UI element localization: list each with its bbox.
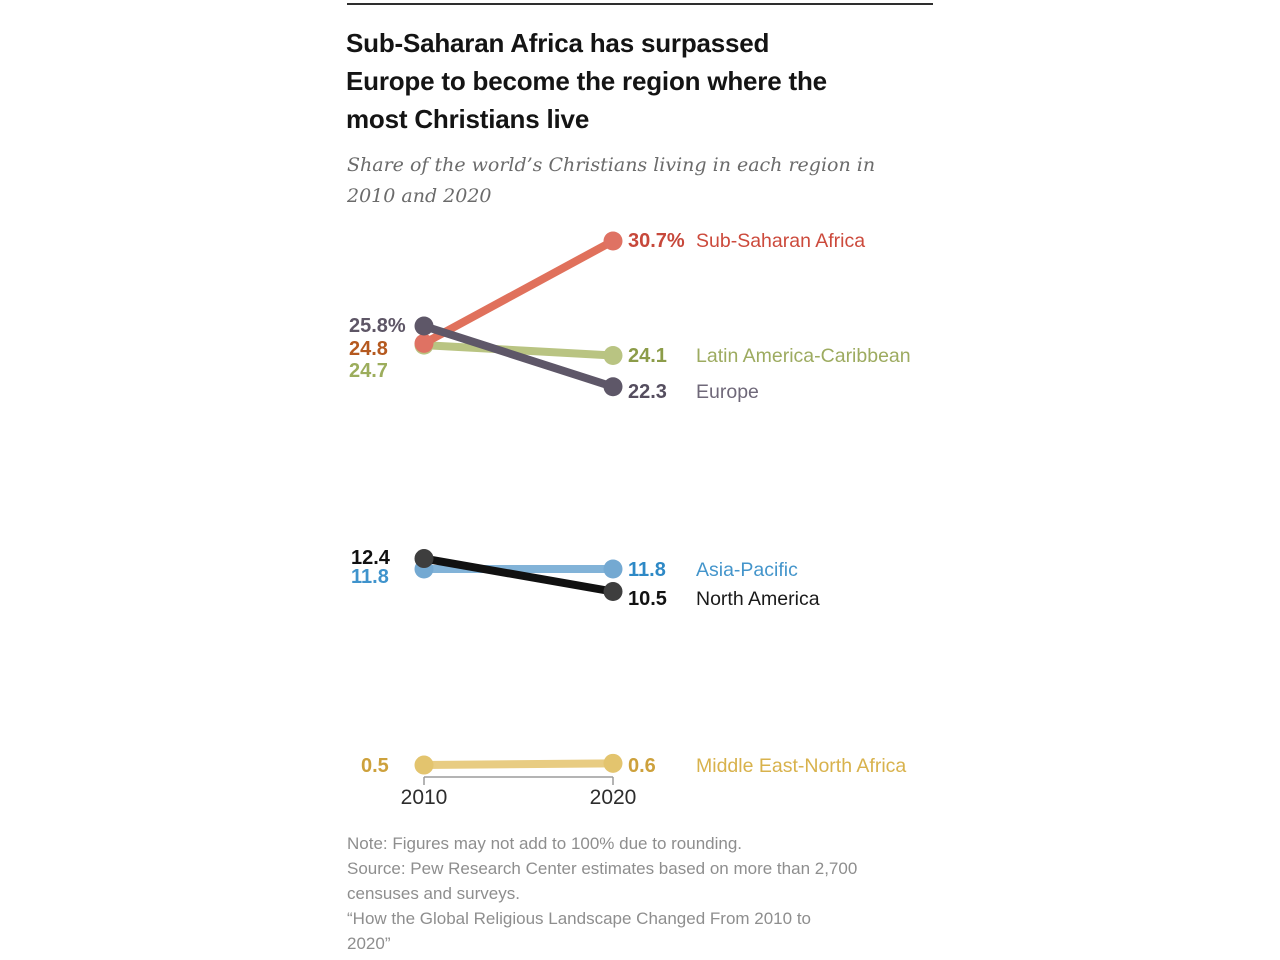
series-line-europe xyxy=(422,322,615,391)
value-label-2010-latin-america-caribbean: 24.7 xyxy=(349,360,388,382)
series-line-north-america xyxy=(423,554,614,596)
series-name-sub-saharan-africa: Sub-Saharan Africa xyxy=(696,230,866,252)
value-label-2020-middle-east-north-africa: 0.6 xyxy=(628,755,656,777)
value-label-2020-asia-pacific: 11.8 xyxy=(628,559,666,581)
series-name-asia-pacific: Asia-Pacific xyxy=(696,559,798,581)
chart-title: Sub-Saharan Africa has surpassed Europe … xyxy=(346,28,827,134)
series-dot-2020-sub-saharan-africa xyxy=(603,231,623,251)
value-label-2010-north-america: 12.4 xyxy=(351,547,390,569)
series-dot-2020-latin-america-caribbean xyxy=(603,346,623,366)
series-dot-2020-europe xyxy=(603,377,623,397)
series-dot-2020-middle-east-north-africa xyxy=(603,753,623,773)
slope-chart-svg xyxy=(414,231,623,785)
series-line-latin-america-caribbean xyxy=(423,341,614,360)
series-dot-2020-asia-pacific xyxy=(603,559,623,579)
value-label-2010-middle-east-north-africa: 0.5 xyxy=(361,755,389,777)
series-dot-2020-north-america xyxy=(603,582,623,602)
chart-subtitle: Share of the world’s Christians living i… xyxy=(347,154,876,207)
x-axis-label-2020: 2020 xyxy=(589,786,637,809)
series-line-sub-saharan-africa xyxy=(422,237,615,347)
series-dot-2010-middle-east-north-africa xyxy=(414,755,434,775)
series-name-north-america: North America xyxy=(696,588,820,610)
series-name-middle-east-north-africa: Middle East-North Africa xyxy=(696,755,907,777)
x-axis-label-2010: 2010 xyxy=(400,786,448,809)
note-source-text: Note: Figures may not add to 100% due to… xyxy=(347,834,858,953)
series-line-middle-east-north-africa xyxy=(423,759,614,770)
top-divider-rule xyxy=(347,3,933,5)
series-dot-2010-sub-saharan-africa xyxy=(414,333,434,353)
value-label-2010-sub-saharan-africa: 24.8 xyxy=(349,338,388,360)
value-label-2020-sub-saharan-africa: 30.7% xyxy=(628,230,685,252)
value-label-2020-europe: 22.3 xyxy=(628,381,667,403)
value-label-2020-north-america: 10.5 xyxy=(628,588,667,610)
value-label-2010-asia-pacific: 11.8 xyxy=(351,566,389,588)
series-dot-2010-europe xyxy=(414,316,434,336)
series-name-europe: Europe xyxy=(696,381,759,403)
series-name-latin-america-caribbean: Latin America-Caribbean xyxy=(696,345,911,367)
series-dot-2010-north-america xyxy=(414,549,434,569)
value-label-2010-europe: 25.8% xyxy=(349,315,406,337)
value-label-2020-latin-america-caribbean: 24.1 xyxy=(628,345,667,367)
